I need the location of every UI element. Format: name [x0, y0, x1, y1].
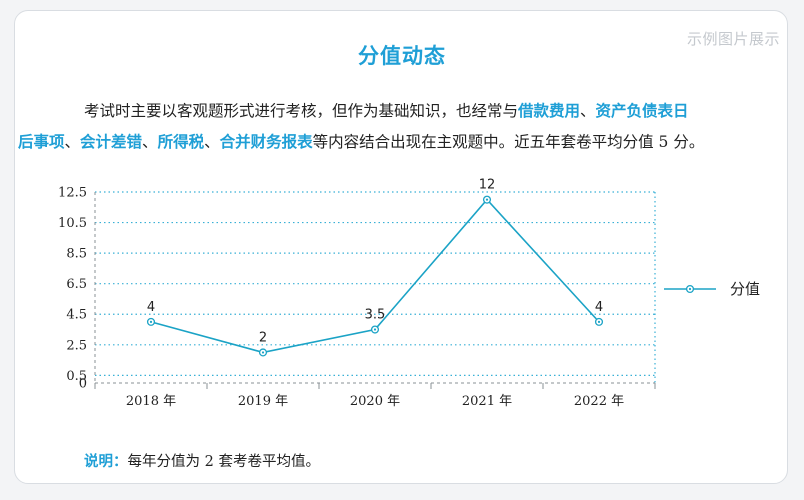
data-point-dot: [149, 320, 153, 323]
y-tick-label: 12.5: [58, 186, 87, 201]
intro-text-2: 等内容结合出现在主观题中。近五年套卷平均分值 5 分。: [312, 133, 705, 151]
x-tick-label: 2019 年: [238, 394, 288, 409]
intro-text-1: 考试时主要以客观题形式进行考核，但作为基础知识，也经常与: [84, 102, 519, 120]
y-tick-label: 0: [79, 377, 87, 392]
x-tick-label: 2021 年: [462, 394, 512, 409]
topic-consolidated-statements: 合并财务报表: [219, 133, 313, 151]
data-point-dot: [485, 198, 489, 201]
intro-sep-3: 、: [142, 133, 158, 151]
x-tick-label: 2020 年: [350, 394, 400, 409]
y-tick-label: 4.5: [66, 308, 87, 323]
data-label: 4: [147, 300, 155, 315]
watermark: 示例图片展示: [686, 30, 780, 48]
footnote-text: 每年分值为 2 套考卷平均值。: [127, 454, 320, 470]
data-label: 12: [479, 178, 496, 193]
data-point-dot: [597, 320, 601, 323]
data-point-dot: [373, 328, 377, 331]
intro-sep-4: 、: [204, 133, 220, 151]
intro-paragraph: 考试时主要以客观题形式进行考核，但作为基础知识，也经常与借款费用、资产负债表日 …: [18, 96, 784, 158]
intro-sep-2: 、: [64, 133, 81, 151]
topic-accounting-errors: 会计差错: [80, 133, 143, 151]
topic-borrowing-costs: 借款费用: [518, 102, 581, 120]
legend-marker-dot: [688, 287, 692, 291]
topic-post-balance-sheet-2: 后事项: [18, 133, 65, 151]
content-card: [14, 10, 788, 484]
y-tick-label: 10.5: [58, 216, 87, 231]
page-title: 分值动态: [358, 44, 446, 68]
topic-post-balance-sheet-1: 资产负债表日: [595, 102, 689, 120]
legend-label: 分值: [730, 280, 760, 298]
y-tick-label: 8.5: [66, 247, 87, 262]
intro-sep-1: 、: [580, 102, 596, 120]
footnote: 说明：每年分值为 2 套考卷平均值。: [84, 450, 320, 471]
data-label: 2: [259, 330, 267, 345]
topic-income-tax: 所得税: [157, 133, 205, 151]
footnote-label: 说明：: [84, 454, 128, 470]
intro-line-2: 后事项、会计差错、所得税、合并财务报表等内容结合出现在主观题中。近五年套卷平均分…: [18, 133, 704, 151]
y-tick-label: 2.5: [66, 338, 87, 353]
x-tick-label: 2022 年: [574, 394, 624, 409]
data-label: 3.5: [365, 308, 386, 323]
data-label: 4: [595, 300, 603, 315]
y-tick-label: 0.5: [66, 369, 87, 384]
y-tick-label: 6.5: [66, 277, 87, 292]
x-tick-label: 2018 年: [126, 394, 176, 409]
data-point-dot: [261, 351, 265, 354]
